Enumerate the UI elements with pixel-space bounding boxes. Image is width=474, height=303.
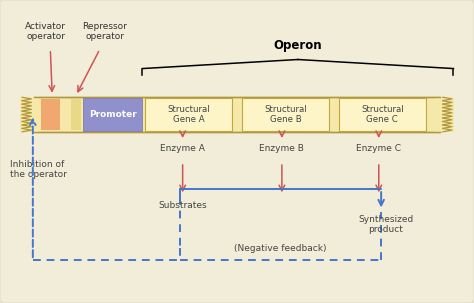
Text: Structural
Gene C: Structural Gene C bbox=[361, 105, 404, 124]
Bar bbox=[436, 97, 455, 132]
Bar bbox=[242, 98, 329, 131]
Text: Inhibition of
the operator: Inhibition of the operator bbox=[10, 160, 67, 179]
Text: Structural
Gene A: Structural Gene A bbox=[167, 105, 210, 124]
Bar bbox=[19, 97, 38, 132]
Text: Substrates: Substrates bbox=[158, 201, 207, 210]
Text: (Negative feedback): (Negative feedback) bbox=[235, 244, 327, 252]
Bar bbox=[83, 98, 143, 131]
Bar bbox=[338, 98, 426, 131]
Text: Enzyme C: Enzyme C bbox=[356, 144, 401, 153]
Text: Repressor
operator: Repressor operator bbox=[82, 22, 127, 41]
Text: Promoter: Promoter bbox=[89, 110, 137, 119]
Bar bbox=[71, 99, 81, 130]
Text: Enzyme A: Enzyme A bbox=[160, 144, 205, 153]
Text: Structural
Gene B: Structural Gene B bbox=[264, 105, 307, 124]
Text: Activator
operator: Activator operator bbox=[25, 22, 66, 41]
Text: Operon: Operon bbox=[273, 39, 322, 52]
Bar bbox=[41, 99, 60, 130]
Text: Synthesized
product: Synthesized product bbox=[358, 215, 413, 234]
Text: Enzyme B: Enzyme B bbox=[259, 144, 304, 153]
Bar bbox=[34, 97, 440, 132]
Bar bbox=[145, 98, 232, 131]
